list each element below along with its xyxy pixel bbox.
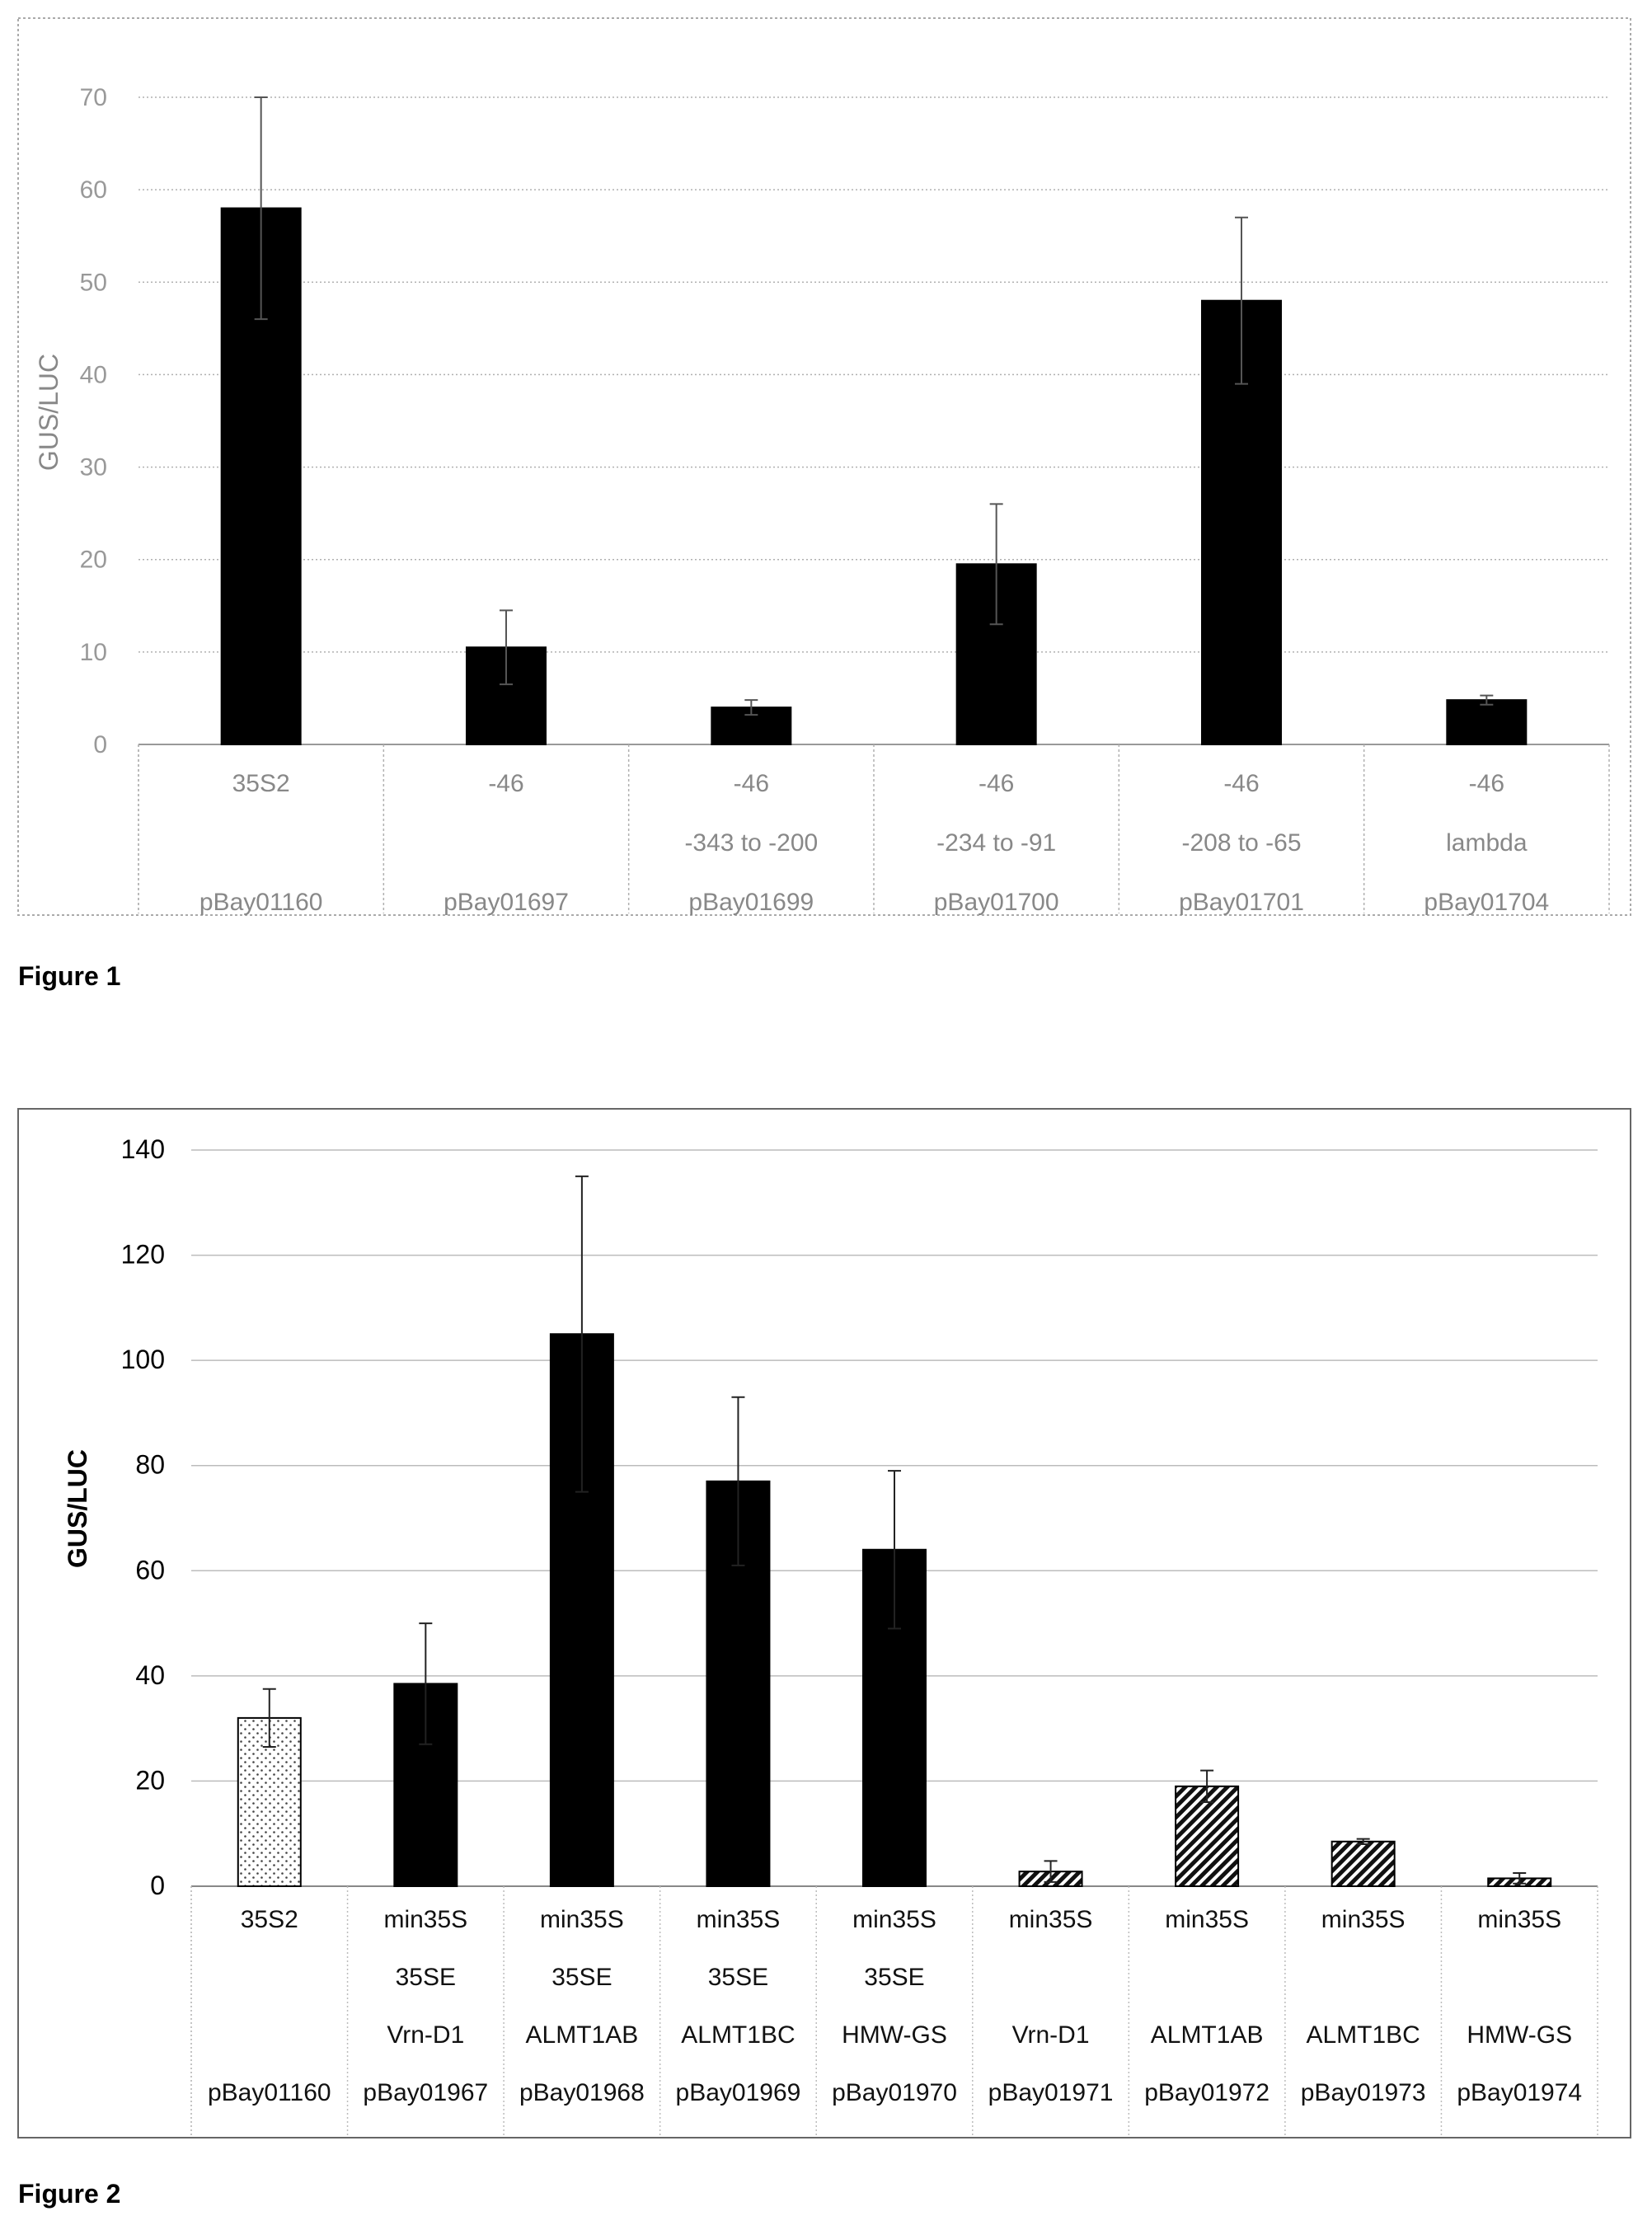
category-label: pBay01974 — [1457, 2079, 1582, 2106]
chart-1-category-table — [138, 744, 1610, 913]
category-label: HMW-GS — [842, 2021, 947, 2049]
chart-1-gridlines — [138, 96, 1609, 745]
y-tick-label: 40 — [80, 361, 107, 388]
chart-1-bars — [220, 207, 1528, 746]
y-tick-label: 80 — [135, 1450, 165, 1480]
bar — [1331, 1840, 1396, 1888]
chart-2-y-tick-labels: 0 20 40 60 80 100 120 140 — [121, 1134, 165, 1900]
bar — [862, 1548, 927, 1888]
y-tick-label: 50 — [80, 269, 107, 296]
chart-2-error-bars — [262, 1175, 1527, 1885]
category-label: pBay01973 — [1301, 2079, 1426, 2106]
chart-2-y-axis-label: GUS/LUC — [63, 1449, 92, 1568]
figure-1-caption: Figure 1 — [18, 961, 121, 991]
category-label: Vrn-D1 — [387, 2021, 464, 2049]
category-label: pBay01971 — [988, 2079, 1114, 2106]
chart-1-frame — [17, 17, 1631, 916]
category-label: -46 — [1223, 770, 1259, 797]
category-label: -234 to -91 — [936, 829, 1056, 857]
category-label: pBay01968 — [519, 2079, 645, 2106]
category-label: HMW-GS — [1467, 2021, 1572, 2049]
y-tick-label: 30 — [80, 454, 107, 481]
category-label: ALMT1BC — [1306, 2021, 1420, 2049]
category-label: pBay01704 — [1424, 889, 1549, 916]
y-tick-label: 40 — [135, 1660, 165, 1690]
y-tick-label: 0 — [93, 731, 107, 758]
y-tick-label: 60 — [80, 176, 107, 204]
category-label: min35S — [697, 1906, 781, 1933]
chart-1-y-axis-label: GUS/LUC — [34, 354, 63, 471]
category-label: 35S2 — [232, 770, 290, 797]
category-label: -46 — [979, 770, 1014, 797]
y-tick-label: 100 — [121, 1345, 165, 1374]
chart-1-y-tick-labels: 0 10 20 30 40 50 60 70 — [80, 84, 107, 758]
category-label: pBay01160 — [199, 889, 323, 916]
chart-2: 0 20 40 60 80 100 120 140 GUS/LUC 35S2 pBay01160… — [17, 1108, 1631, 2138]
category-label: pBay01701 — [1179, 889, 1304, 916]
category-label: ALMT1AB — [526, 2021, 639, 2049]
y-tick-label: 0 — [150, 1871, 165, 1900]
category-label: ALMT1AB — [1151, 2021, 1264, 2049]
category-label: Vrn-D1 — [1012, 2021, 1090, 2049]
y-tick-label: 140 — [121, 1134, 165, 1164]
y-tick-label: 70 — [80, 84, 107, 111]
category-label: -46 — [1469, 770, 1504, 797]
bar — [711, 707, 792, 746]
chart-1-category-labels: 35S2 pBay01160 -46 pBay01697 -46 -343 to -200… — [199, 770, 1549, 916]
y-tick-label: 20 — [135, 1765, 165, 1795]
category-label: min35S — [383, 1906, 467, 1933]
category-label: -46 — [734, 770, 769, 797]
category-label: -46 — [488, 770, 523, 797]
category-label: min35S — [1321, 1906, 1406, 1933]
y-tick-label: 60 — [135, 1555, 165, 1584]
bar — [1175, 1785, 1240, 1887]
category-label: 35SE — [864, 1964, 924, 1991]
category-label: pBay01972 — [1144, 2079, 1270, 2106]
category-label: 35S2 — [241, 1906, 298, 1933]
chart-2-frame — [17, 1108, 1631, 2138]
category-label: ALMT1BC — [681, 2021, 795, 2049]
category-label: lambda — [1446, 829, 1528, 857]
category-label: pBay01160 — [208, 2079, 331, 2106]
category-label: pBay01967 — [363, 2079, 488, 2106]
bar — [1446, 699, 1528, 746]
category-label: min35S — [540, 1906, 624, 1933]
chart-2-category-labels: 35S2 pBay01160 min35S 35SE Vrn-D1 pBay01967 mi… — [208, 1906, 1582, 2106]
category-label: -343 to -200 — [684, 829, 818, 857]
chart-2-bars — [237, 1333, 1552, 1888]
category-label: pBay01697 — [444, 889, 569, 916]
category-label: pBay01699 — [688, 889, 814, 916]
category-label: -208 to -65 — [1181, 829, 1301, 857]
chart-1-error-bars — [254, 96, 1494, 716]
category-label: min35S — [1009, 1906, 1093, 1933]
y-tick-label: 120 — [121, 1240, 165, 1270]
category-label: min35S — [1165, 1906, 1249, 1933]
category-label: 35SE — [396, 1964, 456, 1991]
y-tick-label: 20 — [80, 547, 107, 574]
category-label: pBay01969 — [676, 2079, 801, 2106]
category-label: pBay01700 — [934, 889, 1059, 916]
category-label: pBay01970 — [832, 2079, 957, 2106]
category-label: 35SE — [708, 1964, 768, 1991]
chart-1: 0 10 20 30 40 50 60 70 GUS/LUC 35S2 pBay01160 -46… — [17, 17, 1631, 916]
category-label: min35S — [1477, 1906, 1561, 1933]
category-label: min35S — [852, 1906, 936, 1933]
category-label: 35SE — [551, 1964, 612, 1991]
y-tick-label: 10 — [80, 639, 107, 666]
figure-2-caption: Figure 2 — [18, 2179, 121, 2209]
